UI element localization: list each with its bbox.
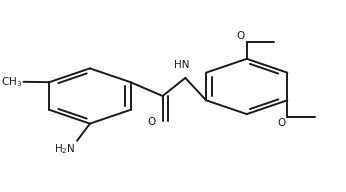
Text: O: O <box>277 118 286 128</box>
Text: O: O <box>237 31 245 41</box>
Text: O: O <box>147 117 156 127</box>
Text: HN: HN <box>174 60 190 70</box>
Text: CH$_3$: CH$_3$ <box>1 75 22 89</box>
Text: H$_2$N: H$_2$N <box>54 143 76 156</box>
